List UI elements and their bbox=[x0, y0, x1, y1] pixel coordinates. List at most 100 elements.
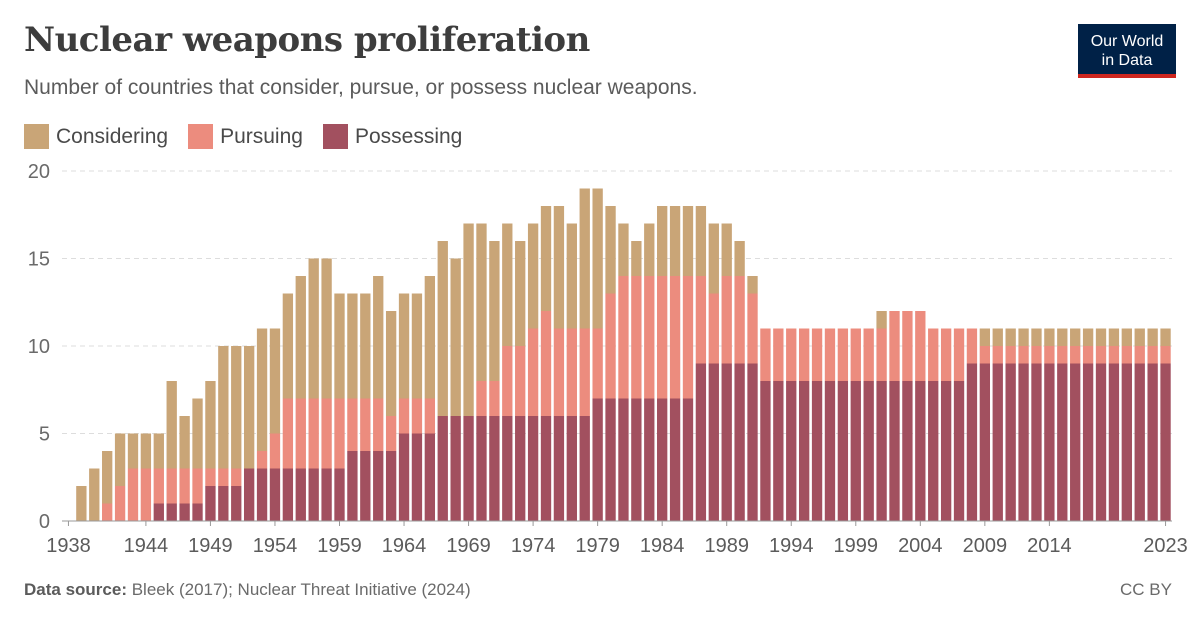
bar-pursuing: 2008 Pursuing: 2 bbox=[966, 328, 978, 364]
bar-possessing: 1959 Possessing: 3 bbox=[334, 468, 345, 521]
bar-possessing: 2006 Possessing: 8 bbox=[940, 381, 952, 521]
bar-considering: 2020 Considering: 1 bbox=[1121, 328, 1132, 346]
bar-considering: 1979 Considering: 8 bbox=[592, 188, 603, 329]
data-source-label: Data source: bbox=[24, 580, 127, 599]
bar-pursuing: 1992 Pursuing: 3 bbox=[760, 328, 771, 381]
bar-pursuing: 2007 Pursuing: 3 bbox=[953, 328, 965, 381]
bar-considering: 1969 Considering: 11 bbox=[463, 223, 474, 416]
bar-considering: 1973 Considering: 6 bbox=[515, 241, 526, 346]
bar-possessing: 1991 Possessing: 9 bbox=[747, 363, 758, 521]
bar-considering: 1940 Considering: 3 bbox=[89, 468, 100, 521]
bar-considering: 2014 Considering: 1 bbox=[1044, 328, 1055, 346]
bar-pursuing: 1954 Pursuing: 2 bbox=[269, 433, 281, 469]
bar-pursuing: 1960 Pursuing: 3 bbox=[347, 398, 358, 451]
bar-possessing: 1996 Possessing: 8 bbox=[811, 381, 823, 521]
bar-pursuing: 1998 Pursuing: 3 bbox=[837, 328, 849, 381]
bar-pursuing: 2005 Pursuing: 3 bbox=[928, 328, 939, 381]
bar-considering: 1951 Considering: 7 bbox=[231, 346, 242, 469]
legend-swatch-possessing bbox=[322, 124, 348, 149]
bar-considering: 1939 Considering: 2 bbox=[76, 486, 87, 521]
bar-possessing: 2007 Possessing: 8 bbox=[953, 381, 965, 521]
bar-pursuing: 1977 Pursuing: 5 bbox=[566, 328, 577, 416]
bar-considering: 2016 Considering: 1 bbox=[1070, 328, 1081, 346]
legend: Considering Pursuing Possessing bbox=[24, 124, 482, 149]
bar-considering: 1958 Considering: 8 bbox=[321, 258, 332, 399]
bar-possessing: 1988 Possessing: 9 bbox=[708, 363, 719, 521]
bar-considering: 1987 Considering: 4 bbox=[695, 206, 707, 276]
bar-possessing: 2009 Possessing: 9 bbox=[979, 363, 991, 521]
legend-swatch-considering bbox=[24, 124, 49, 149]
x-tick-label: 1994 bbox=[769, 535, 814, 557]
bar-pursuing: 1986 Pursuing: 7 bbox=[682, 276, 694, 399]
bar-considering: 1988 Considering: 4 bbox=[708, 223, 719, 294]
bar-possessing: 1994 Possessing: 8 bbox=[786, 381, 797, 521]
bar-pursuing: 1993 Pursuing: 3 bbox=[773, 328, 784, 381]
bar-possessing: 1983 Possessing: 7 bbox=[644, 398, 655, 521]
x-tick-label: 1959 bbox=[317, 535, 362, 557]
bar-pursuing: 2022 Pursuing: 1 bbox=[1147, 346, 1158, 364]
bar-possessing: 1963 Possessing: 4 bbox=[385, 451, 397, 521]
bar-considering: 1980 Considering: 5 bbox=[605, 206, 616, 294]
bar-pursuing: 2003 Pursuing: 4 bbox=[902, 311, 913, 381]
bar-considering: 1974 Considering: 6 bbox=[527, 223, 539, 329]
legend-item-considering[interactable]: Considering bbox=[24, 124, 168, 149]
bar-possessing: 1993 Possessing: 8 bbox=[773, 381, 784, 521]
bar-pursuing: 1980 Pursuing: 6 bbox=[605, 293, 616, 399]
bar-considering: 1991 Considering: 1 bbox=[747, 276, 758, 294]
bar-pursuing: 2004 Pursuing: 4 bbox=[915, 311, 926, 381]
bar-pursuing: 2012 Pursuing: 1 bbox=[1018, 346, 1029, 364]
bar-considering: 1957 Considering: 8 bbox=[308, 258, 319, 399]
bar-pursuing: 1991 Pursuing: 4 bbox=[747, 293, 758, 364]
bar-pursuing: 2017 Pursuing: 1 bbox=[1082, 346, 1094, 364]
bar-possessing: 1985 Possessing: 7 bbox=[669, 398, 681, 521]
chart-title: Nuclear weapons proliferation bbox=[24, 20, 590, 60]
bar-possessing: 1957 Possessing: 3 bbox=[308, 468, 319, 521]
license[interactable]: CC BY bbox=[1120, 580, 1172, 599]
data-source-text[interactable]: Bleek (2017); Nuclear Threat Initiative … bbox=[131, 580, 471, 599]
bar-considering: 2013 Considering: 1 bbox=[1031, 328, 1042, 346]
bar-pursuing: 1976 Pursuing: 5 bbox=[553, 328, 565, 416]
x-tick-label: 1999 bbox=[834, 535, 879, 557]
legend-item-pursuing[interactable]: Pursuing bbox=[188, 124, 303, 149]
bar-pursuing: 1988 Pursuing: 4 bbox=[708, 293, 719, 364]
bar-pursuing: 1975 Pursuing: 6 bbox=[540, 311, 552, 416]
bar-possessing: 1975 Possessing: 6 bbox=[540, 416, 552, 521]
bar-considering: 2021 Considering: 1 bbox=[1134, 328, 1145, 346]
bar-pursuing: 1963 Pursuing: 2 bbox=[385, 416, 397, 451]
bar-considering: 1978 Considering: 8 bbox=[579, 188, 590, 329]
x-tick-label: 1984 bbox=[640, 535, 685, 557]
bar-possessing: 1950 Possessing: 2 bbox=[218, 486, 229, 521]
bar-pursuing: 1996 Pursuing: 3 bbox=[811, 328, 823, 381]
bar-pursuing: 1990 Pursuing: 5 bbox=[734, 276, 745, 364]
owid-logo[interactable]: Our World in Data bbox=[1078, 24, 1176, 78]
bar-pursuing: 1943 Pursuing: 3 bbox=[127, 468, 139, 521]
bar-pursuing: 1941 Pursuing: 1 bbox=[102, 503, 113, 521]
bar-possessing: 1995 Possessing: 8 bbox=[798, 381, 810, 521]
bar-pursuing: 1981 Pursuing: 7 bbox=[618, 276, 629, 399]
bar-considering: 1943 Considering: 2 bbox=[127, 433, 139, 469]
bar-considering: 1952 Considering: 7 bbox=[243, 346, 255, 469]
bar-possessing: 1969 Possessing: 6 bbox=[463, 416, 474, 521]
bar-pursuing: 1959 Pursuing: 4 bbox=[334, 398, 345, 469]
bar-considering: 1982 Considering: 2 bbox=[631, 241, 642, 276]
bar-possessing: 1954 Possessing: 3 bbox=[269, 468, 281, 521]
bar-considering: 1955 Considering: 6 bbox=[282, 293, 294, 399]
bar-pursuing: 1962 Pursuing: 3 bbox=[373, 398, 384, 451]
bar-possessing: 2005 Possessing: 8 bbox=[928, 381, 939, 521]
bar-possessing: 1980 Possessing: 7 bbox=[605, 398, 616, 521]
bar-possessing: 2018 Possessing: 9 bbox=[1095, 363, 1107, 521]
data-source: Data source: Bleek (2017); Nuclear Threa… bbox=[24, 580, 471, 600]
legend-item-possessing[interactable]: Possessing bbox=[322, 124, 462, 149]
bar-pursuing: 2001 Pursuing: 3 bbox=[876, 328, 887, 381]
bar-possessing: 2000 Possessing: 8 bbox=[863, 381, 874, 521]
bar-considering: 1947 Considering: 3 bbox=[179, 416, 190, 469]
bar-pursuing: 1987 Pursuing: 5 bbox=[695, 276, 707, 364]
y-tick-label: 5 bbox=[39, 424, 50, 446]
bar-considering: 1948 Considering: 4 bbox=[192, 398, 203, 469]
bar-considering: 1944 Considering: 2 bbox=[140, 433, 152, 469]
bar-pursuing: 1961 Pursuing: 3 bbox=[360, 398, 371, 451]
bar-considering: 1953 Considering: 7 bbox=[256, 328, 268, 451]
bar-considering: 2015 Considering: 1 bbox=[1057, 328, 1068, 346]
bar-possessing: 1958 Possessing: 3 bbox=[321, 468, 332, 521]
